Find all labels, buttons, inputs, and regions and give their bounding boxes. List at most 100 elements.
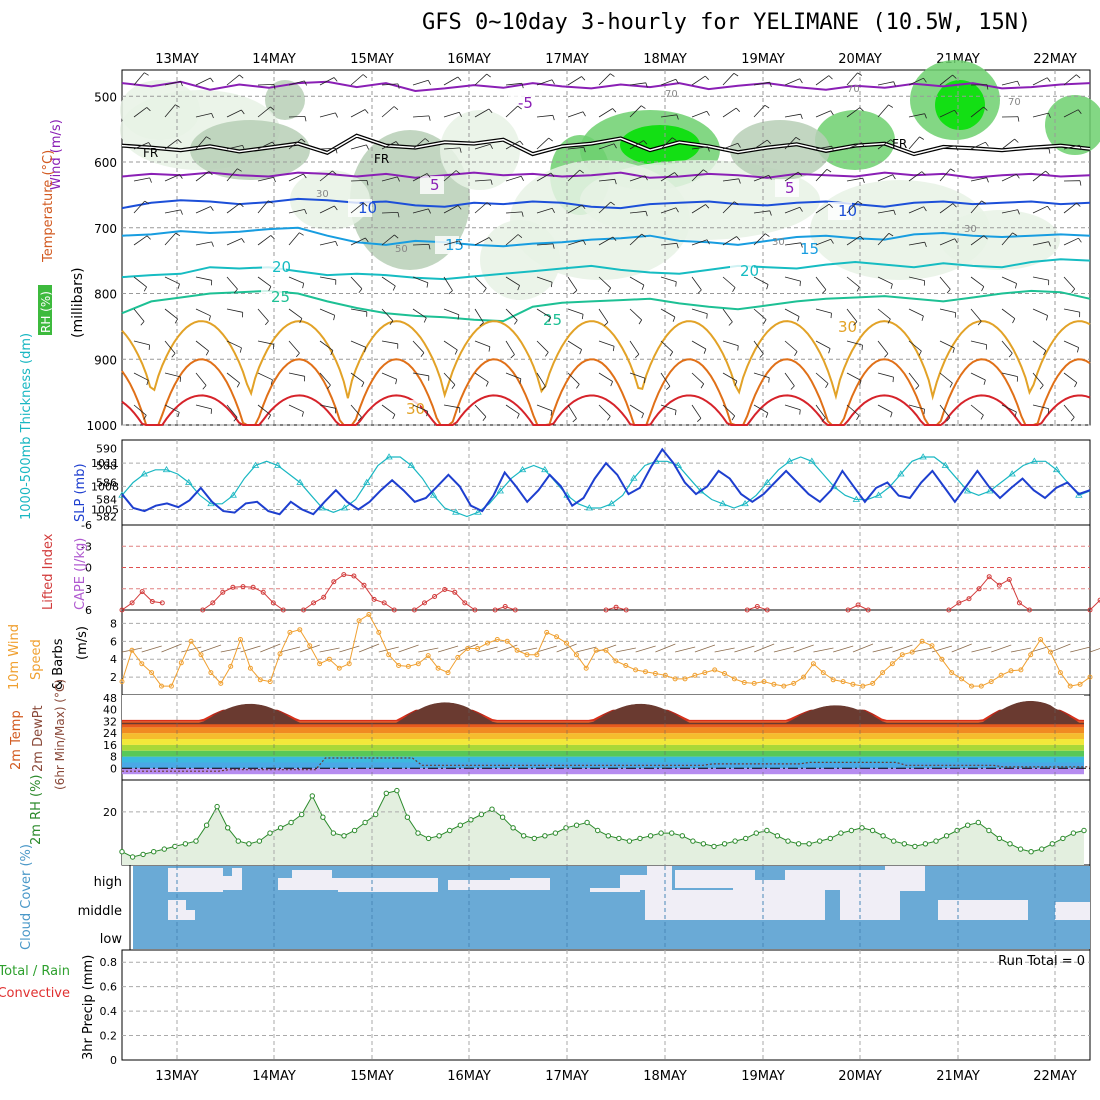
thickness-marker (429, 491, 438, 498)
wind-speed-marker (810, 661, 816, 667)
wind-barb-flag (981, 200, 987, 204)
wind-barb-flag (423, 317, 427, 323)
wind-barb (350, 237, 366, 246)
lifted-index-marker (119, 607, 125, 613)
wind-barb-flag (357, 416, 362, 422)
wind-speed-marker (129, 647, 135, 653)
rh-marker (404, 814, 411, 820)
rh-marker (859, 825, 865, 831)
wind-barb-flag (301, 138, 306, 143)
wind-barb (1063, 340, 1079, 348)
wind-barb (319, 170, 333, 182)
rh-area (122, 790, 1084, 865)
isotherm-label-bg (348, 199, 372, 217)
wind-barb (288, 173, 304, 182)
wind-barb-flag (769, 210, 772, 216)
dewpoint-line (122, 757, 1090, 772)
wind-barb-flag (521, 83, 524, 89)
wind-barb (226, 308, 243, 313)
rh-marker (954, 827, 960, 834)
ylabel-wind-a: 10m Wind (7, 624, 22, 690)
thickness-tick: 586 (96, 477, 117, 490)
wind-barb (1001, 209, 1018, 214)
wind-barb (474, 73, 487, 86)
wind-barb (846, 372, 862, 381)
isotherm-label: 25 (543, 311, 562, 329)
wind-barb-flag (826, 168, 832, 173)
wind-barb-flag (334, 205, 338, 211)
rh-marker (986, 827, 992, 834)
temp-color-band (122, 727, 1084, 734)
ylabel-temperature: Temperature (°C) (41, 150, 56, 263)
wind-barb-flag (144, 72, 149, 76)
wind-speed-marker (1077, 681, 1083, 687)
wind-barb-flag (428, 244, 431, 250)
wind-barb-flag (952, 74, 957, 79)
wind-barb (877, 308, 891, 320)
wind-barb (505, 404, 520, 415)
wind-barb-flag (635, 354, 640, 358)
wind-barb-flag (643, 140, 648, 145)
wind-barb (691, 276, 702, 291)
wind-barb-flag (697, 418, 702, 422)
wind-barb-flag (800, 114, 803, 120)
wind-barb-flag (641, 233, 646, 238)
lifted-index-tick: 0 (85, 562, 92, 575)
surface-wind-barb (200, 644, 222, 653)
temp-color-band (122, 739, 1084, 745)
wind-speed-marker (356, 618, 362, 624)
lifted-index-line (747, 605, 768, 611)
lifted-index-marker (744, 607, 750, 613)
wind-barb (257, 200, 269, 214)
wind-barb-flag (392, 414, 396, 420)
panel-frame (121, 439, 1091, 526)
rh-marker (658, 830, 664, 836)
lifted-index-marker (391, 607, 397, 613)
wind-barb (784, 137, 797, 150)
rh-marker (447, 827, 453, 834)
wind-speed-marker (149, 670, 155, 676)
lifted-index-marker (1016, 600, 1022, 606)
rh-marker (1028, 849, 1034, 855)
lifted-index-marker (240, 584, 246, 590)
wind-barb (381, 276, 396, 287)
wind-barb (1032, 340, 1047, 351)
cloud-level-low: low (100, 932, 123, 947)
wind-barb (288, 138, 302, 150)
wind-barb-flag (728, 321, 733, 326)
isotherm-label: 30 (406, 400, 425, 418)
wind-barb-flag (397, 176, 400, 182)
wind-barb-flag (986, 84, 989, 90)
rh-marker (965, 822, 971, 828)
rh-marker (1070, 830, 1077, 836)
rh-marker (679, 833, 685, 839)
wind-barb (722, 142, 739, 150)
rh-marker (774, 833, 781, 839)
wind-speed-marker (396, 663, 402, 668)
wind-barb-flag (1048, 241, 1051, 247)
rh-marker (869, 827, 876, 834)
thickness-marker (630, 474, 638, 481)
rh-marker (785, 838, 791, 844)
wind-barb (412, 372, 429, 377)
wind-barb (567, 146, 584, 150)
wind-barb (691, 404, 702, 419)
wind-barb-flag (239, 203, 244, 208)
wind-barb-flag (211, 113, 214, 119)
cloud-level-middle: middle (78, 904, 122, 919)
wind-barb-flag (233, 288, 238, 294)
wind-barb (195, 340, 209, 352)
wind-speed-marker (465, 646, 471, 651)
wind-barb (815, 340, 831, 349)
wind-barb (412, 308, 427, 319)
thickness-marker (251, 461, 260, 468)
wind-barb-flag (521, 211, 524, 217)
wind-barb-flag (952, 203, 957, 208)
temp-max-area (122, 700, 1084, 725)
wind-barb-flag (610, 201, 615, 206)
wind-barb-flag (977, 321, 982, 326)
wind-barb (691, 169, 704, 182)
rh-marker (161, 846, 168, 852)
wind-barb (784, 308, 800, 317)
wind-barb (753, 81, 770, 86)
